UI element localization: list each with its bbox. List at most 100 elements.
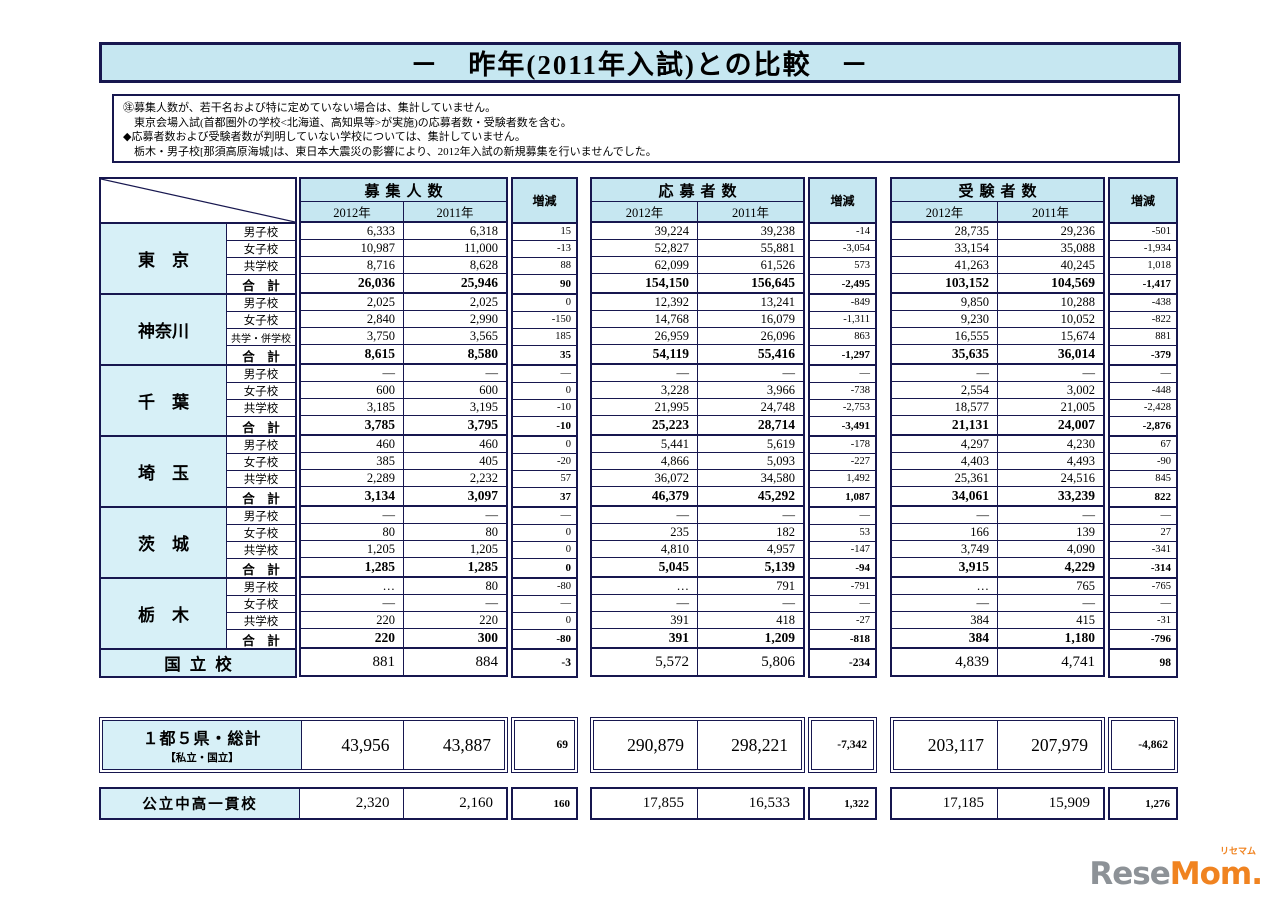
diff-value: -1,934 xyxy=(1110,241,1176,258)
value-2011: — xyxy=(782,596,796,610)
value-2011: 55,416 xyxy=(757,346,795,361)
diff-value: -849 xyxy=(810,295,875,312)
value-2011: 21,005 xyxy=(1060,400,1095,414)
diff-value: — xyxy=(1110,366,1176,383)
value-2011: 4,229 xyxy=(1064,559,1095,574)
diff-value: -3,491 xyxy=(841,420,870,432)
value-2012: 2,025 xyxy=(301,294,404,310)
diff-value: 0 xyxy=(513,295,576,312)
national-diff-value: 98 xyxy=(1159,657,1172,669)
value-2011: 1,180 xyxy=(1064,630,1095,645)
table-row: 36,072 34,580 xyxy=(592,470,803,487)
value-2011: 182 xyxy=(776,525,795,539)
value-2012: 3,915 xyxy=(892,558,998,576)
value-2012: 2,320 xyxy=(300,789,404,818)
value-2011: 40,245 xyxy=(1060,258,1095,272)
diff-column-header: 増減 xyxy=(1110,179,1176,224)
value-2012: 62,099 xyxy=(592,257,698,273)
diff-value: 57 xyxy=(513,471,576,488)
table-row: 41,263 40,245 xyxy=(892,257,1103,274)
table-row: 5,045 5,139 xyxy=(592,558,803,576)
value-2011: 15,674 xyxy=(1060,329,1095,343)
value-2011: 24,007 xyxy=(1057,417,1095,432)
value-2011: 6,318 xyxy=(469,224,498,238)
school-type-label: 共学・併学校 xyxy=(227,329,295,346)
year-2012-header: 2012年 xyxy=(301,202,404,221)
school-type-label: 女子校 xyxy=(227,312,295,329)
data-group: … 80— —220 220 220 300 xyxy=(301,578,506,649)
value-2011: 34,580 xyxy=(760,471,795,485)
table-row: 3,785 3,795 xyxy=(301,416,506,434)
value-2012: 4,866 xyxy=(592,453,698,469)
value-2012: 203,117 xyxy=(894,721,998,769)
value-2011: 415 xyxy=(1076,613,1095,627)
table-row: 34,061 33,239 xyxy=(892,487,1103,505)
note-line-2: 東京会場入試(首都圏外の学校<北海道、高知県等>が実施)の応募者数・受験者数を含… xyxy=(123,116,572,129)
data-group: — —2,554 3,002 18,577 21,005 21,131 24,007 xyxy=(892,365,1103,436)
value-2012: 4,839 xyxy=(892,649,998,675)
value-2011: 28,714 xyxy=(757,417,795,432)
prefecture-group: 神奈川 男子校 女子校 共学・併学校合 計 xyxy=(101,295,295,366)
value-2012: 17,855 xyxy=(592,789,698,818)
grand-total-recruit-diff-box: 69 xyxy=(511,717,578,773)
data-group: … 765— —384 415 384 1,180 xyxy=(892,578,1103,649)
note-line-1: ㊟募集人数が、若干名および特に定めていない場合は、集計していません。 xyxy=(123,102,497,114)
table-row: 1,205 1,205 xyxy=(301,541,506,558)
value-2011: 4,741 xyxy=(1061,654,1095,670)
value-2012: 384 xyxy=(892,612,998,628)
value-2012: 26,036 xyxy=(301,274,404,292)
table-row: 9,230 10,052 xyxy=(892,311,1103,328)
value-2011: — xyxy=(782,508,796,522)
value-2011: 33,239 xyxy=(1057,488,1095,503)
diff-value: 67 xyxy=(1110,437,1176,454)
table-row: 3,185 3,195 xyxy=(301,399,506,416)
year-header-row: 2012年 2011年 xyxy=(892,202,1103,223)
national-diff-value: -234 xyxy=(848,657,870,669)
value-2012: 26,959 xyxy=(592,328,698,344)
school-type-label: 女子校 xyxy=(227,596,295,613)
value-2011: 405 xyxy=(479,454,498,468)
value-2012: — xyxy=(892,365,998,381)
data-group: — —80 80 1,205 1,205 1,285 1,285 xyxy=(301,507,506,578)
diff-value: 69 xyxy=(556,739,569,751)
diff-value: -796 xyxy=(1150,633,1171,645)
table-row: — — xyxy=(892,507,1103,524)
value-2012: 9,230 xyxy=(892,311,998,327)
value-2011: 104,569 xyxy=(1051,275,1095,290)
value-2012: 9,850 xyxy=(892,294,998,310)
table-row: 52,827 55,881 xyxy=(592,240,803,257)
table-row: 2,289 2,232 xyxy=(301,470,506,487)
diff-value: -80 xyxy=(556,633,571,645)
diff-group: 0 -150 185 35 xyxy=(513,295,576,366)
value-2011: 25,946 xyxy=(460,275,498,290)
table-row: 391 1,209 xyxy=(592,629,803,647)
value-2011: 11,000 xyxy=(464,241,498,255)
school-type-column: 男子校 女子校 共学・併学校合 計 xyxy=(227,295,295,364)
diff-value: 1,087 xyxy=(845,491,870,503)
prefecture-group: 埼 玉男子校 女子校 共学校合 計 xyxy=(101,437,295,508)
value-2011: 80 xyxy=(485,525,499,539)
school-type-label: 共学校 xyxy=(227,613,295,630)
diff-group: 0 -20 57 37 xyxy=(513,437,576,508)
prefecture-group: 千 葉男子校 女子校 共学校合 計 xyxy=(101,366,295,437)
value-2011: 8,628 xyxy=(469,258,498,272)
table-row: 600 600 xyxy=(301,382,506,399)
school-type-column: 男子校 女子校 共学校合 計 xyxy=(227,579,295,648)
value-2011: 791 xyxy=(776,579,795,593)
diff-value: -27 xyxy=(810,613,875,630)
value-2012: 460 xyxy=(301,436,404,452)
diff-value: 845 xyxy=(1110,471,1176,488)
value-2012: 21,995 xyxy=(592,399,698,415)
table-row: — — xyxy=(301,595,506,612)
table-row: 9,850 10,288 xyxy=(892,294,1103,311)
diff-value: -227 xyxy=(810,454,875,471)
value-2011: 26,096 xyxy=(760,329,795,343)
grand-total-examinee-box: 203,117 207,979 xyxy=(890,717,1105,773)
diff-value: -791 xyxy=(810,579,875,596)
diff-value: -31 xyxy=(1110,613,1176,630)
value-2012: 391 xyxy=(592,629,698,647)
diff-value: -7,342 xyxy=(837,739,867,751)
school-type-label: 女子校 xyxy=(227,383,295,400)
total-row-label: 合 計 xyxy=(227,488,295,506)
value-2011: 36,014 xyxy=(1057,346,1095,361)
